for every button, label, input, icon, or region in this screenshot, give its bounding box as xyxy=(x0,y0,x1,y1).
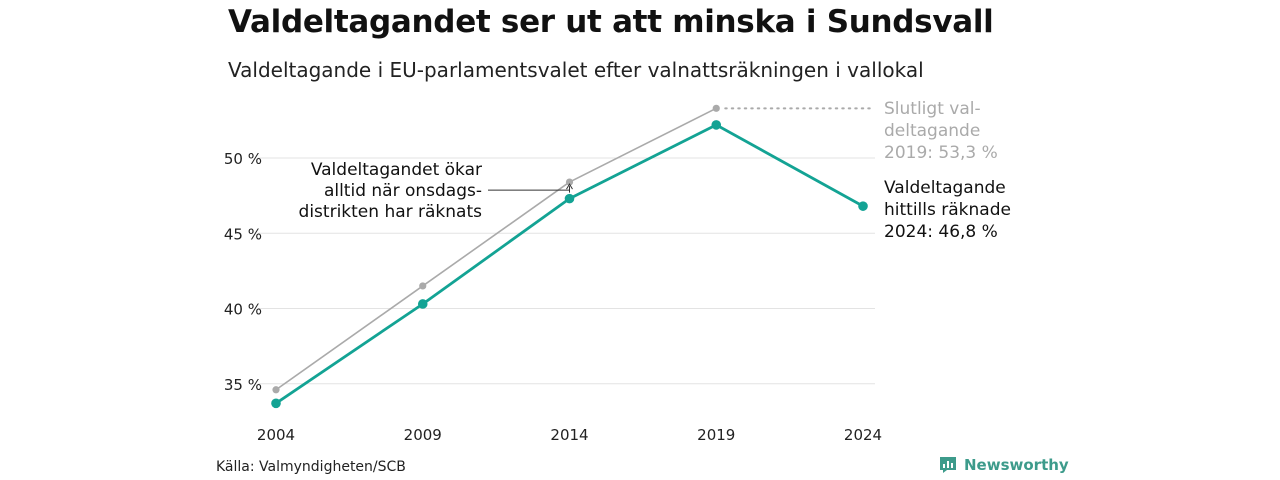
x-tick-label: 2009 xyxy=(404,426,442,444)
current-turnout-label: 2024: 46,8 % xyxy=(884,222,998,242)
y-tick-label: 45 % xyxy=(224,225,262,243)
final-turnout-label: 2019: 53,3 % xyxy=(884,143,998,163)
data-point-vallokal xyxy=(417,299,428,309)
data-point-final xyxy=(565,178,574,186)
x-tick-label: 2014 xyxy=(550,426,588,444)
x-tick-label: 2019 xyxy=(697,426,735,444)
y-tick-label: 50 % xyxy=(224,150,262,168)
data-point-final xyxy=(272,386,280,394)
x-tick-label: 2024 xyxy=(844,426,882,444)
brand-name: Newsworthy xyxy=(964,456,1069,474)
note-annotation: alltid när onsdags- xyxy=(324,181,482,201)
final-turnout-label: deltagande xyxy=(884,121,980,141)
brand-logo: Newsworthy xyxy=(938,455,1069,475)
data-point-final xyxy=(712,104,720,112)
data-point-vallokal xyxy=(271,398,281,409)
final-turnout-label: Slutligt val- xyxy=(884,99,981,119)
source-note: Källa: Valmyndigheten/SCB xyxy=(216,459,406,475)
current-turnout-label: hittills räknade xyxy=(884,200,1011,220)
data-point-vallokal xyxy=(858,201,868,211)
chart-subtitle: Valdeltagande i EU-parlamentsvalet efter… xyxy=(228,58,924,82)
data-point-vallokal xyxy=(564,193,575,204)
note-annotation: distrikten har räknats xyxy=(299,202,483,222)
y-tick-label: 35 % xyxy=(224,376,262,394)
chart-title: Valdeltagandet ser ut att minska i Sunds… xyxy=(228,4,994,40)
x-tick-label: 2004 xyxy=(257,426,295,444)
data-point-final xyxy=(419,282,427,290)
data-point-vallokal xyxy=(711,120,722,130)
note-annotation: Valdeltagandet ökar xyxy=(311,160,482,180)
note-arrowhead xyxy=(566,183,573,190)
newsworthy-logo-icon xyxy=(940,457,956,473)
y-tick-label: 40 % xyxy=(224,301,262,319)
current-turnout-label: Valdeltagande xyxy=(884,178,1006,198)
series-line-final xyxy=(275,107,717,391)
